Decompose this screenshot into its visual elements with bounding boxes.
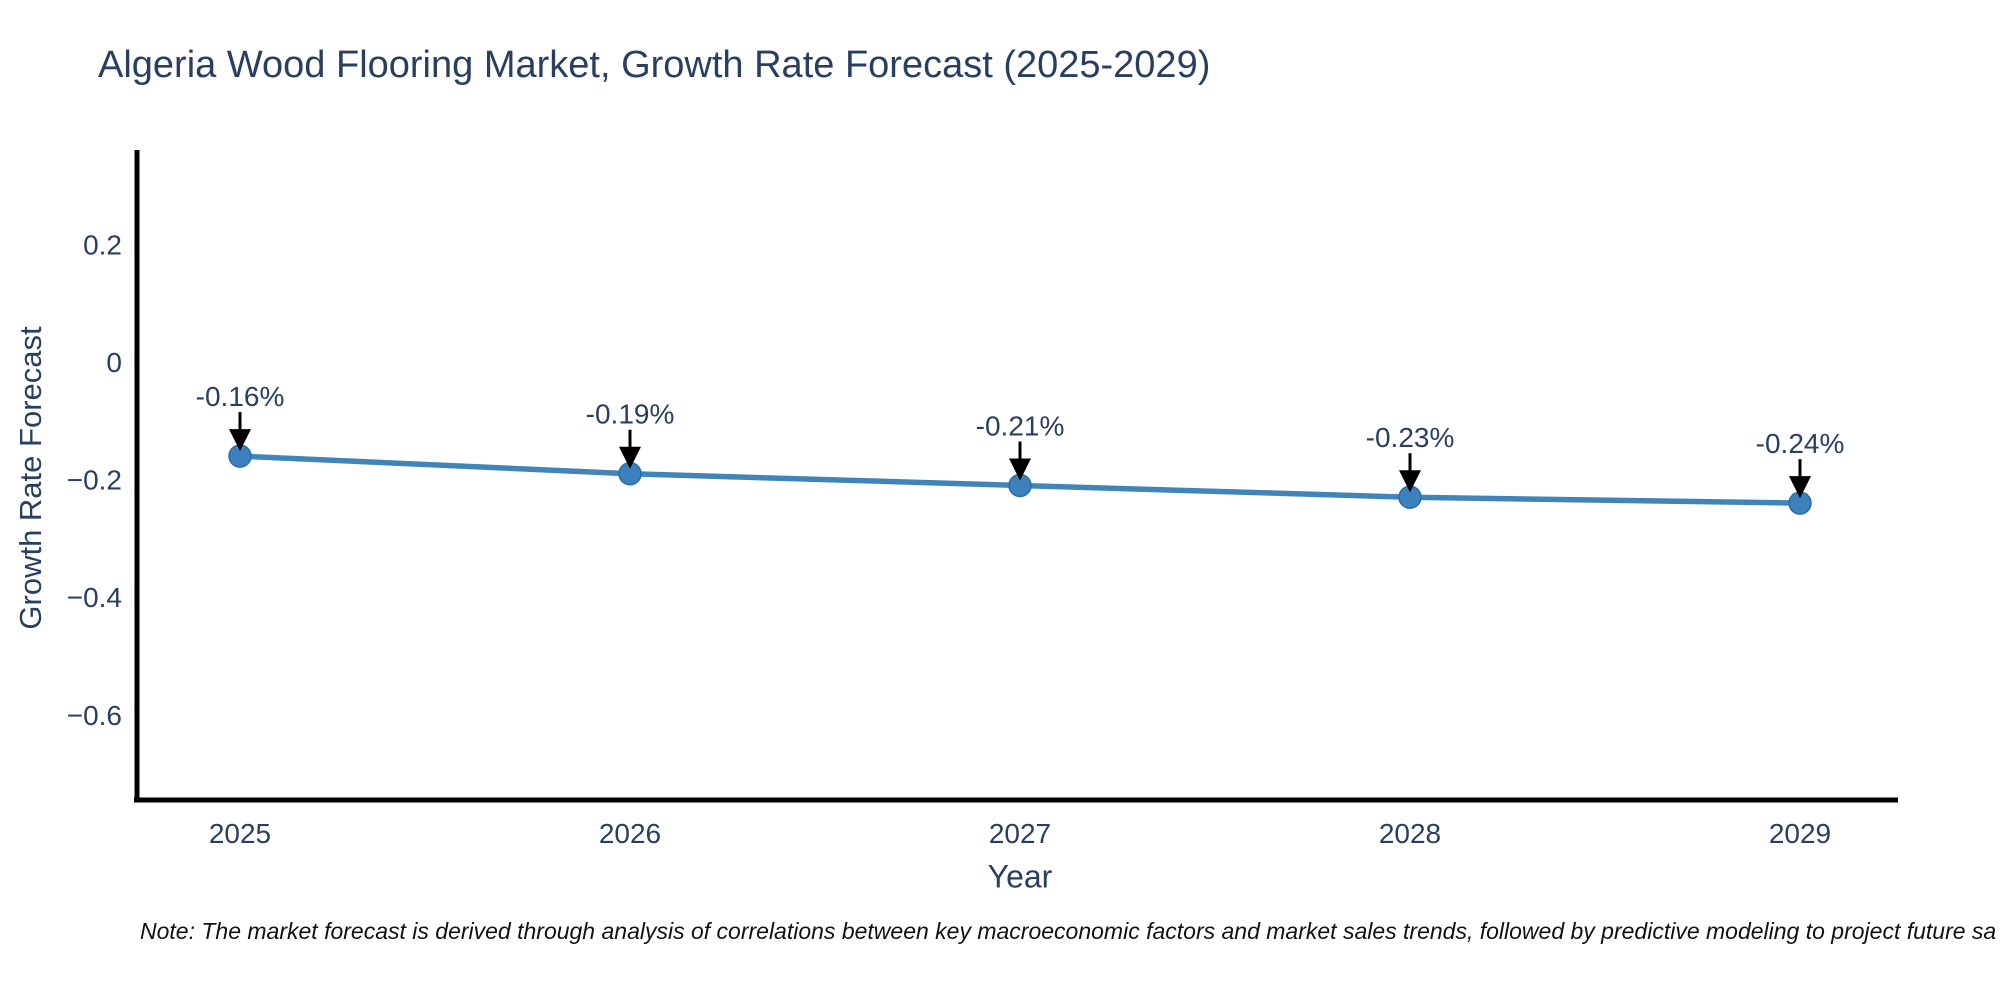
- point-label: -0.24%: [1756, 428, 1845, 459]
- annotation-arrowhead: [229, 429, 251, 452]
- y-tick-label: 0.2: [83, 229, 122, 260]
- forecast-trace: [228, 444, 1812, 515]
- footnote: Note: The market forecast is derived thr…: [140, 918, 1997, 944]
- y-tick-label: −0.6: [67, 700, 122, 731]
- y-tick-labels: 0.2 0 −0.2 −0.4 −0.6: [67, 229, 122, 730]
- x-tick-label: 2027: [989, 818, 1051, 849]
- annotation-arrowhead: [1789, 476, 1811, 499]
- point-annotations: -0.16% -0.19% -0.21% -0.23% -0.24%: [196, 381, 1845, 499]
- point-label: -0.21%: [976, 410, 1065, 441]
- y-tick-label: 0: [106, 347, 122, 378]
- y-tick-label: −0.4: [67, 582, 122, 613]
- point-label: -0.19%: [586, 399, 675, 430]
- point-label: -0.23%: [1366, 422, 1455, 453]
- y-tick-label: −0.2: [67, 465, 122, 496]
- x-axis-title: Year: [987, 858, 1053, 895]
- chart-title: Algeria Wood Flooring Market, Growth Rat…: [98, 44, 1211, 86]
- x-tick-label: 2025: [209, 818, 271, 849]
- annotation-arrowhead: [619, 446, 641, 469]
- x-tick-labels: 2025 2026 2027 2028 2029: [209, 818, 1831, 849]
- x-tick-label: 2029: [1769, 818, 1831, 849]
- point-label: -0.16%: [196, 381, 285, 412]
- x-tick-label: 2026: [599, 818, 661, 849]
- annotation-arrowhead: [1009, 458, 1031, 481]
- x-tick-label: 2028: [1379, 818, 1441, 849]
- annotation-arrowhead: [1399, 470, 1421, 493]
